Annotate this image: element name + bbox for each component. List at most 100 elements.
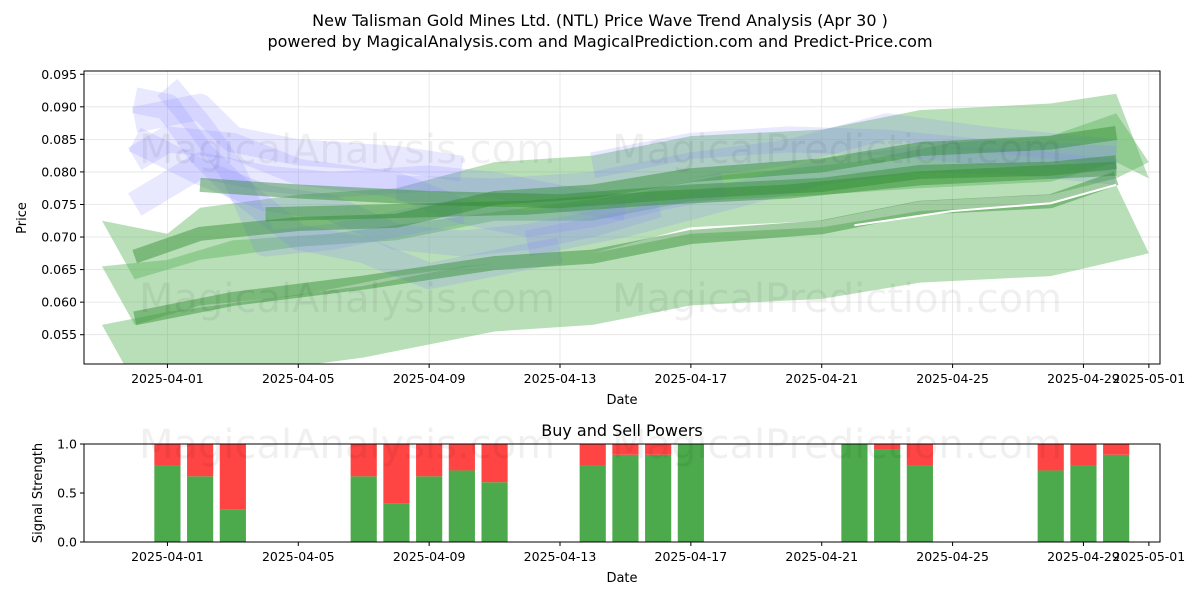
price-y-axis-label: Price [15,202,30,234]
sell-bar-17 [1103,444,1130,455]
buy-bar-2 [219,509,246,542]
sell-bar-10 [645,444,672,455]
green-band-1 [101,113,1149,325]
powers-x-axis-label: Date [606,571,637,586]
price-ticks: 2025-04-01 2025-04-05 2025-04-09 2025-04-13… [41,67,1185,386]
blue-wave-3 [128,152,628,221]
watermark-bottom-left: MagicalAnalysis.com [139,422,555,468]
blue-wave-0 [157,78,465,257]
sell-bar-9 [612,444,639,455]
buy-bar-13 [874,449,901,542]
price-xtick-label-6: 2025-04-25 [916,371,989,386]
sell-bar-0 [154,444,181,466]
blue-wave-2 [132,87,563,290]
sell-bar-2 [219,444,246,510]
buy-bar-6 [448,470,475,542]
powers-ticks: 2025-04-01 2025-04-05 2025-04-09 2025-04-13… [57,437,1185,565]
trend-line-3 [265,161,1117,222]
buy-bar-3 [350,476,377,542]
buy-bar-16 [1070,465,1097,542]
sell-bar-15 [1037,444,1064,471]
watermark-top-left: MagicalAnalysis.com [139,127,555,173]
powers-xtick-label-5: 2025-04-21 [785,549,858,564]
watermark-top-right: MagicalPrediction.com [612,127,1062,173]
price-ytick-label-8: 0.095 [41,67,77,82]
price-ytick-label-6: 0.085 [41,132,77,147]
price-xtick-label-1: 2025-04-05 [262,371,335,386]
price-ytick-label-2: 0.065 [41,262,77,277]
price-ytick-label-5: 0.080 [41,164,77,179]
buy-bar-8 [579,465,606,542]
powers-xtick-label-0: 2025-04-01 [131,549,204,564]
green-band-0 [101,93,1149,280]
sell-bar-8 [579,444,606,466]
price-plot-area [101,78,1149,364]
powers-y-axis-label: Signal Strength [31,443,46,543]
buy-bar-15 [1037,470,1064,542]
powers-xtick-label-2: 2025-04-09 [393,549,466,564]
powers-xtick-label-8: 2025-05-01 [1113,549,1186,564]
watermark-bottom-right: MagicalPrediction.com [612,422,1062,468]
buy-bar-1 [187,476,214,542]
trend-line-1 [133,171,1119,326]
price-x-axis-label: Date [606,393,637,408]
green-band-2 [101,184,1149,364]
buy-bar-9 [612,454,639,542]
blue-wave-4 [128,127,662,257]
price-ytick-label-3: 0.070 [41,230,77,245]
price-xtick-label-3: 2025-04-13 [524,371,597,386]
price-xtick-label-7: 2025-04-29 [1047,371,1120,386]
blue-wave-1 [132,93,464,182]
price-grid [84,71,1160,364]
powers-xtick-label-6: 2025-04-25 [916,549,989,564]
price-ytick-label-4: 0.075 [41,197,77,212]
powers-ytick-label-2: 1.0 [57,437,77,452]
trend-line-0 [132,125,1118,264]
price-xtick-label-4: 2025-04-17 [655,371,728,386]
price-xtick-label-8: 2025-05-01 [1113,371,1186,386]
chart-title-line1: New Talisman Gold Mines Ltd. (NTL) Price… [312,11,888,30]
buy-bar-11 [677,444,704,542]
white-line [854,183,1117,227]
buy-bar-10 [645,454,672,542]
powers-ytick-label-0: 0.0 [57,535,77,550]
blue-wave-7 [524,145,1118,257]
buy-bar-12 [841,444,868,542]
powers-ytick-label-1: 0.5 [57,486,77,501]
sell-bar-6 [448,444,475,471]
sell-bar-5 [416,444,443,477]
chart-title-line2: powered by MagicalAnalysis.com and Magic… [267,32,932,51]
sell-bar-3 [350,444,377,477]
price-ytick-label-0: 0.055 [41,327,77,342]
buy-bar-14 [906,465,933,542]
buy-bar-4 [383,503,410,542]
powers-title: Buy and Sell Powers [541,421,703,440]
powers-plot-area [154,444,1130,542]
buy-bar-17 [1103,454,1130,542]
powers-xtick-label-7: 2025-04-29 [1047,549,1120,564]
blue-wave-6 [395,113,1118,205]
sell-bar-14 [906,444,933,466]
price-xtick-label-5: 2025-04-21 [785,371,858,386]
trend-line-2 [199,155,1117,209]
blue-wave-8 [590,126,1117,179]
watermark-mid-right: MagicalPrediction.com [612,276,1062,322]
buy-bar-5 [416,476,443,542]
buy-bar-7 [481,482,508,542]
powers-xtick-label-1: 2025-04-05 [262,549,335,564]
powers-xtick-label-3: 2025-04-13 [524,549,597,564]
sell-bar-1 [187,444,214,477]
price-axes-frame [83,70,1161,365]
buy-bar-0 [154,465,181,542]
price-xtick-label-0: 2025-04-01 [131,371,204,386]
sell-bar-7 [481,444,508,483]
sell-bar-4 [383,444,410,504]
powers-xtick-label-4: 2025-04-17 [655,549,728,564]
sell-bar-13 [874,444,901,450]
price-xtick-label-2: 2025-04-09 [393,371,466,386]
price-ytick-label-7: 0.090 [41,99,77,114]
price-ytick-label-1: 0.060 [41,295,77,310]
watermark-mid-left: MagicalAnalysis.com [139,276,555,322]
sell-bar-16 [1070,444,1097,466]
